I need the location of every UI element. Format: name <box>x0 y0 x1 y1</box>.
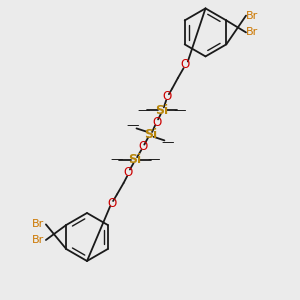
Text: O: O <box>163 90 172 103</box>
Text: —: — <box>138 104 150 117</box>
Text: Br: Br <box>246 11 258 21</box>
Text: O: O <box>138 140 147 154</box>
Text: Si: Si <box>144 128 157 141</box>
Text: Br: Br <box>32 219 44 230</box>
Text: Br: Br <box>246 27 258 38</box>
Text: O: O <box>181 58 190 71</box>
Text: O: O <box>107 197 116 210</box>
Text: Si: Si <box>128 153 142 166</box>
Text: —: — <box>110 153 123 166</box>
Text: —: — <box>174 104 186 117</box>
Text: Si: Si <box>155 104 169 117</box>
Text: Br: Br <box>32 235 44 245</box>
Text: —: — <box>147 153 160 166</box>
Text: O: O <box>152 116 161 129</box>
Text: —: — <box>162 136 174 149</box>
Text: O: O <box>124 166 133 179</box>
Text: —: — <box>127 119 139 133</box>
